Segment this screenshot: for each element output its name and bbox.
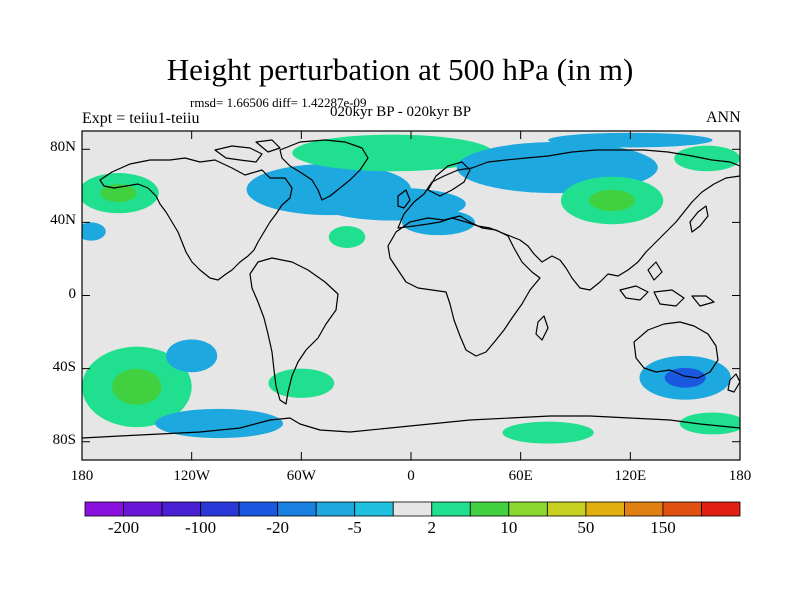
lon-tick-label: 120E	[614, 468, 647, 484]
colorbar-swatch	[200, 501, 240, 517]
anomaly-region-15	[679, 412, 740, 435]
statistics-label: rmsd= 1.66506 diff= 1.42287e-09	[190, 95, 367, 110]
coastline-southeast-asia	[619, 261, 715, 307]
lat-tick-label: 80S	[52, 431, 76, 448]
anomaly-region-4	[155, 408, 284, 439]
colorbar-swatch	[315, 501, 356, 517]
colorbar-swatch	[585, 501, 625, 517]
colorbar-swatch	[508, 501, 548, 517]
anomaly-core-12	[589, 189, 636, 212]
lat-tick-label: 80N	[50, 139, 76, 156]
plot-subtitle: 020kyr BP - 020kyr BP	[330, 104, 472, 120]
coastlines	[82, 139, 740, 439]
colorbar-swatch	[546, 501, 587, 517]
lat-tick-label: 40S	[52, 358, 76, 375]
coastline-madagascar	[535, 315, 549, 341]
lon-tick-label: 0	[407, 468, 415, 484]
axis-ticks	[81, 131, 741, 460]
coastline-japan	[689, 205, 709, 233]
coastline-australia	[633, 321, 719, 379]
season-label: ANN	[706, 109, 741, 126]
anomaly-core-0	[100, 184, 137, 203]
colorbar-swatch	[701, 501, 741, 517]
colorbar-label: -20	[266, 518, 289, 537]
colorbar-label: 10	[500, 518, 518, 537]
anomaly-region-6	[328, 226, 366, 248]
lon-tick-label: 60E	[508, 468, 533, 484]
anomaly-region-3	[166, 339, 218, 373]
colorbar-swatch	[469, 501, 510, 517]
anomaly-region-10	[292, 134, 494, 172]
colorbar-swatch	[123, 501, 163, 517]
coastline-eurasia-africa	[387, 215, 541, 357]
anomaly-region-16	[502, 421, 594, 444]
lon-tick-label: 180	[70, 468, 94, 484]
colorbar-label: -100	[184, 518, 217, 537]
lat-tick-label: 40N	[50, 212, 76, 229]
coastline-antarctica	[82, 415, 740, 439]
lon-tick-label: 180	[728, 468, 752, 484]
colorbar-label: -200	[107, 518, 140, 537]
anomaly-core-2	[112, 368, 162, 405]
coastline-arctic-islands	[214, 139, 281, 163]
anomaly-region-17	[548, 132, 713, 148]
colorbar-label: -5	[347, 518, 362, 537]
colorbar-swatch	[392, 501, 433, 517]
colorbar-label: 50	[577, 518, 595, 537]
anomaly-region-1	[82, 222, 106, 241]
lat-tick-label: 0	[68, 285, 77, 302]
coastline-scandinavia	[427, 161, 471, 197]
coastline-british-isles	[397, 189, 411, 209]
colorbar-swatch	[662, 501, 702, 517]
lon-tick-label: 60W	[286, 468, 316, 484]
anomaly-region-5	[268, 368, 335, 398]
colorbar-swatch	[161, 501, 201, 517]
lon-tick-label: 120W	[173, 468, 210, 484]
colorbar-swatch	[277, 501, 317, 517]
coastline-south-america	[249, 257, 339, 405]
coastline-greenland	[279, 139, 369, 201]
coastline-eurasia	[397, 149, 740, 291]
coastline-new-zealand	[727, 373, 740, 393]
colorbar-swatch	[354, 501, 394, 517]
colorbar-swatch	[84, 501, 124, 517]
colorbar-label: 150	[650, 518, 676, 537]
experiment-label: Expt = teiiu1-teiiu	[82, 110, 200, 127]
plot-title: Height perturbation at 500 hPa (in m)	[166, 52, 634, 87]
colorbar-swatch	[624, 501, 664, 517]
colorbar	[84, 501, 741, 517]
anomaly-contours	[82, 132, 740, 444]
coastline-north-america	[99, 157, 293, 281]
colorbar-swatch	[238, 501, 279, 517]
colorbar-label: 2	[427, 518, 437, 537]
colorbar-swatch	[431, 501, 471, 517]
anomaly-core-14	[664, 367, 706, 388]
